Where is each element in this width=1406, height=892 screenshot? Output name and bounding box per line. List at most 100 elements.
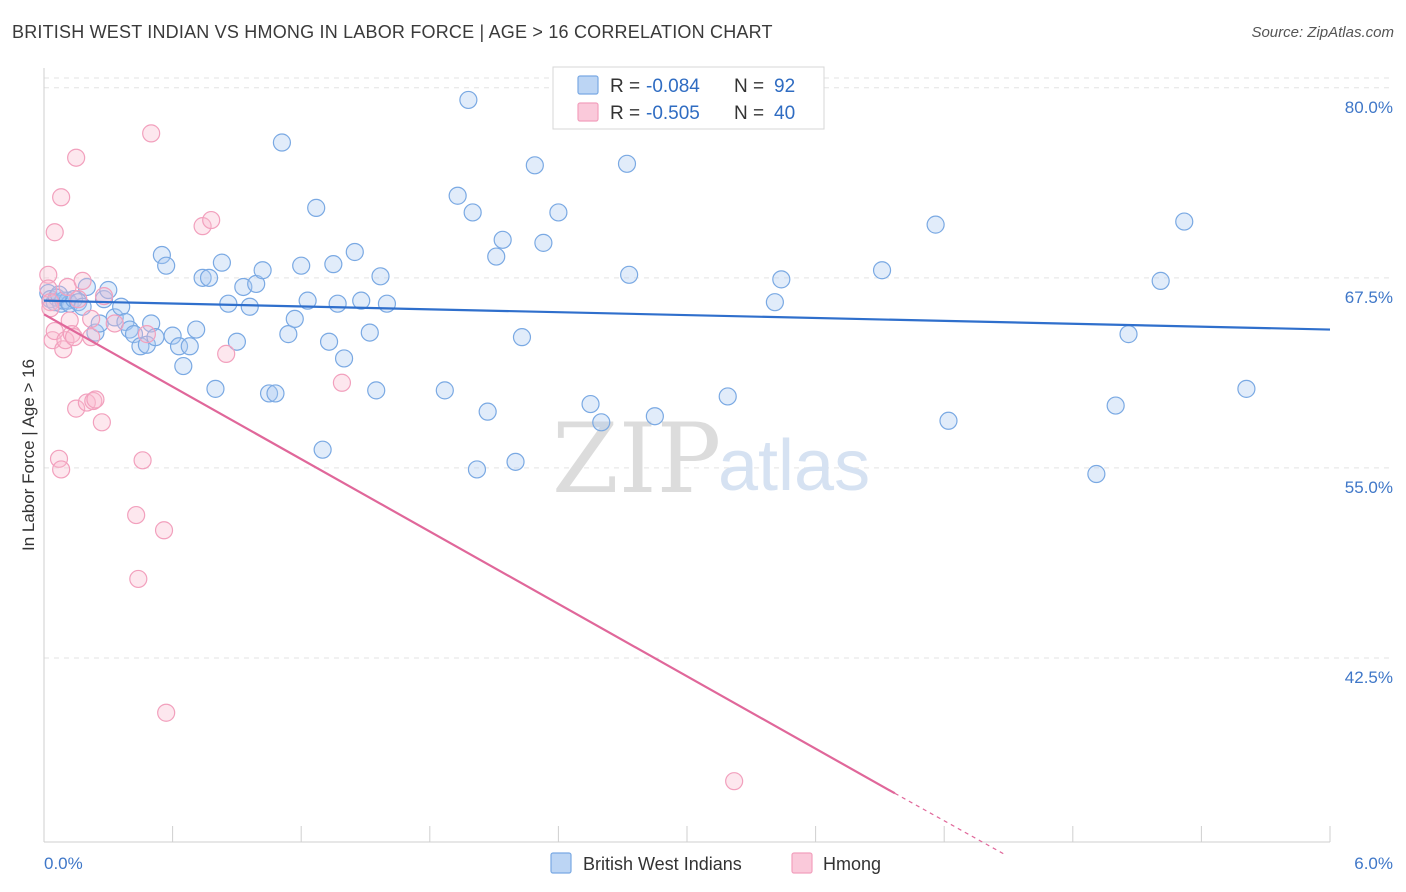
- point-hmong: [127, 505, 146, 525]
- point-british-west-indians: [345, 242, 364, 262]
- point-hmong: [92, 413, 111, 432]
- point-british-west-indians: [253, 261, 272, 280]
- point-british-west-indians: [435, 381, 454, 400]
- point-british-west-indians: [1106, 396, 1125, 415]
- y-tick-label: 55.0%: [1345, 478, 1393, 497]
- legend-r-value-2: -0.505: [646, 103, 700, 124]
- point-british-west-indians: [169, 337, 189, 356]
- point-british-west-indians: [279, 325, 298, 344]
- point-british-west-indians: [534, 233, 553, 252]
- point-british-west-indians: [872, 261, 892, 280]
- point-british-west-indians: [645, 407, 664, 426]
- watermark: ZIP atlas: [552, 403, 870, 515]
- point-hmong: [69, 290, 88, 309]
- legend-r-value-1: -0.084: [646, 76, 700, 97]
- point-hmong: [39, 265, 58, 284]
- point-british-west-indians: [212, 253, 231, 272]
- point-british-west-indians: [112, 297, 131, 316]
- chart-title: BRITISH WEST INDIAN VS HMONG IN LABOR FO…: [12, 22, 773, 42]
- point-british-west-indians: [467, 460, 487, 479]
- point-hmong: [105, 314, 124, 333]
- point-british-west-indians: [334, 349, 354, 368]
- bottom-legend-label-british-west-indians: British West Indians: [583, 854, 742, 874]
- point-british-west-indians: [227, 332, 246, 351]
- y-tick-labels: 42.5% 55.0% 67.5% 80.0%: [1345, 98, 1393, 687]
- point-british-west-indians: [328, 294, 347, 313]
- point-british-west-indians: [493, 230, 512, 249]
- point-british-west-indians: [319, 332, 339, 351]
- point-british-west-indians: [506, 452, 525, 471]
- legend-swatch-blue: [577, 75, 599, 95]
- point-british-west-indians: [292, 256, 311, 275]
- point-british-west-indians: [765, 293, 784, 312]
- point-hmong: [86, 390, 105, 409]
- legend-box: R = -0.084 N = 92 R = -0.505 N = 40: [552, 66, 825, 130]
- point-hmong: [142, 124, 161, 143]
- legend-n-label-2: N =: [734, 103, 764, 124]
- point-hmong: [41, 293, 60, 312]
- trend-lines: [43, 299, 1331, 855]
- point-british-west-indians: [187, 320, 206, 339]
- data-points: [39, 90, 1256, 791]
- point-hmong: [332, 373, 352, 392]
- point-british-west-indians: [1237, 379, 1256, 398]
- grid-lines: [44, 77, 1393, 659]
- y-tick-label: 42.5%: [1345, 668, 1393, 687]
- point-british-west-indians: [298, 291, 317, 310]
- y-axis-label: In Labor Force | Age > 16: [19, 359, 38, 551]
- point-british-west-indians: [180, 337, 199, 356]
- point-hmong: [45, 223, 64, 242]
- point-hmong: [52, 188, 71, 207]
- bottom-legend-swatch-blue: [550, 852, 572, 874]
- point-british-west-indians: [324, 255, 343, 274]
- bottom-legend: British West Indians Hmong: [550, 852, 881, 874]
- point-british-west-indians: [142, 314, 161, 333]
- point-british-west-indians: [581, 394, 600, 414]
- y-tick-label: 80.0%: [1345, 98, 1393, 117]
- point-british-west-indians: [174, 356, 193, 376]
- bottom-legend-label-hmong: Hmong: [823, 854, 881, 874]
- point-british-west-indians: [617, 154, 637, 173]
- point-british-west-indians: [105, 308, 124, 327]
- point-hmong: [67, 399, 86, 418]
- point-british-west-indians: [478, 402, 497, 421]
- point-british-west-indians: [772, 270, 791, 289]
- point-british-west-indians: [448, 186, 467, 205]
- point-british-west-indians: [240, 297, 259, 316]
- point-british-west-indians: [512, 328, 532, 347]
- point-hmong: [67, 148, 86, 167]
- legend-n-label-1: N =: [734, 76, 764, 97]
- point-hmong: [52, 460, 71, 479]
- point-british-west-indians: [926, 215, 945, 234]
- point-british-west-indians: [459, 90, 478, 110]
- bottom-legend-swatch-pink: [791, 852, 813, 874]
- x-tick-label-min: 0.0%: [44, 854, 83, 873]
- point-british-west-indians: [285, 309, 304, 329]
- point-british-west-indians: [193, 268, 212, 287]
- legend-n-value-1: 92: [774, 76, 795, 97]
- trend-line-british-west-indians: [43, 299, 1331, 331]
- point-british-west-indians: [352, 291, 371, 310]
- point-british-west-indians: [259, 384, 279, 403]
- point-british-west-indians: [199, 268, 219, 287]
- point-british-west-indians: [360, 323, 379, 342]
- point-british-west-indians: [272, 133, 292, 152]
- point-hmong: [82, 309, 101, 329]
- point-hmong: [154, 521, 174, 540]
- watermark-atlas: atlas: [718, 426, 870, 506]
- point-british-west-indians: [939, 411, 958, 430]
- point-british-west-indians: [487, 247, 506, 266]
- point-british-west-indians: [1175, 212, 1194, 231]
- point-british-west-indians: [463, 203, 482, 222]
- point-british-west-indians: [157, 256, 176, 275]
- point-hmong: [94, 286, 114, 306]
- point-british-west-indians: [377, 294, 397, 313]
- point-british-west-indians: [367, 381, 386, 400]
- point-hmong: [39, 279, 58, 298]
- watermark-zip: ZIP: [552, 403, 721, 515]
- point-british-west-indians: [266, 384, 285, 403]
- point-hmong: [157, 703, 176, 722]
- y-tick-label: 67.5%: [1345, 288, 1393, 307]
- point-british-west-indians: [152, 245, 171, 265]
